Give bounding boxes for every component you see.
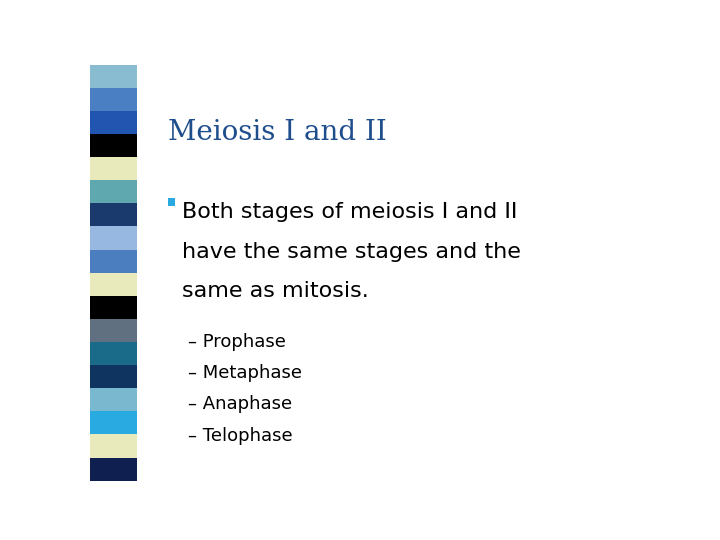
- Bar: [90, 388, 138, 411]
- Bar: [90, 134, 138, 157]
- Bar: [90, 296, 138, 319]
- Bar: [90, 249, 138, 273]
- Bar: [90, 434, 138, 457]
- Bar: [168, 198, 175, 206]
- Text: Both stages of meiosis I and II: Both stages of meiosis I and II: [182, 202, 518, 222]
- Bar: [90, 411, 138, 434]
- Text: – Anaphase: – Anaphase: [188, 395, 292, 413]
- Text: have the same stages and the: have the same stages and the: [182, 241, 521, 261]
- Bar: [90, 180, 138, 204]
- Bar: [90, 365, 138, 388]
- Bar: [90, 157, 138, 180]
- Bar: [90, 457, 138, 481]
- Bar: [90, 342, 138, 365]
- Bar: [90, 226, 138, 249]
- Text: same as mitosis.: same as mitosis.: [182, 281, 369, 301]
- Text: – Metaphase: – Metaphase: [188, 364, 302, 382]
- Bar: [90, 111, 138, 134]
- Bar: [90, 65, 138, 88]
- Bar: [90, 319, 138, 342]
- Text: Meiosis I and II: Meiosis I and II: [168, 119, 387, 146]
- Bar: [90, 204, 138, 226]
- Bar: [90, 88, 138, 111]
- Text: – Telophase: – Telophase: [188, 427, 292, 444]
- Text: – Prophase: – Prophase: [188, 333, 286, 351]
- Bar: [90, 273, 138, 296]
